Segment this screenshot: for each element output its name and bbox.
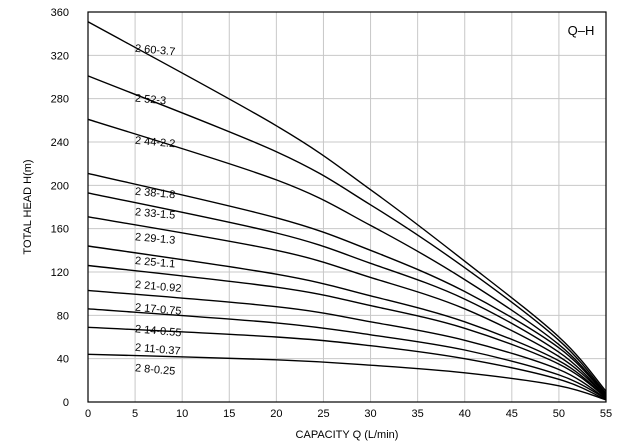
x-tick-label: 35	[412, 408, 424, 420]
curve-2-60-3.7	[87, 21, 607, 392]
curve-label: 2 11-0.37	[134, 342, 181, 358]
curves	[87, 21, 607, 401]
plot-frame	[87, 11, 607, 403]
curve-label: 2 38-1.8	[134, 186, 175, 201]
curve-label: 2 52-3	[134, 93, 166, 108]
y-axis-label: TOTAL HEAD H(m)	[22, 159, 34, 254]
y-tick-label: 40	[57, 354, 69, 366]
chart-badge: Q–H	[568, 23, 595, 38]
y-tick-label: 320	[51, 50, 69, 62]
y-tick-labels: 0 40 80 120 160 200 240 280 320 360	[51, 7, 69, 409]
x-tick-labels: 0 5 10 15 20 25 30 35 40 45 50 55	[85, 408, 612, 420]
curve-label: 2 33-1.5	[134, 206, 175, 221]
curve-label: 2 25-1.1	[134, 255, 175, 270]
x-tick-label: 30	[364, 408, 376, 420]
curve-label: 2 21-0.92	[134, 279, 181, 295]
curve-label: 2 8-0.25	[134, 362, 175, 377]
curve-2-33-1.5	[87, 192, 607, 398]
curve-2-29-1.3	[87, 216, 607, 398]
x-tick-label: 15	[223, 408, 235, 420]
x-tick-label: 0	[85, 408, 91, 420]
curve-2-21-0.92	[87, 264, 607, 399]
curve-2-52-3	[87, 75, 607, 394]
y-tick-label: 120	[51, 267, 69, 279]
x-tick-label: 45	[506, 408, 518, 420]
curve-2-8-0.25	[87, 353, 607, 401]
y-tick-label: 160	[51, 224, 69, 236]
y-tick-label: 80	[57, 310, 69, 322]
curve-2-14-0.55	[87, 308, 607, 400]
curve-2-44-2.2	[87, 118, 607, 395]
x-tick-label: 20	[270, 408, 282, 420]
x-tick-label: 40	[459, 408, 471, 420]
y-tick-label: 0	[63, 397, 69, 409]
curve-2-17-0.75	[87, 289, 607, 400]
curve-labels: 2 60-3.7 2 52-3 2 44-2.2 2 38-1.8 2 33-1.5 2 …	[134, 43, 181, 378]
y-tick-label: 360	[51, 7, 69, 19]
curve-2-11-0.37	[87, 326, 607, 401]
x-tick-label: 10	[176, 408, 188, 420]
x-tick-label: 55	[600, 408, 612, 420]
x-tick-label: 5	[132, 408, 138, 420]
curve-label: 2 44-2.2	[134, 135, 175, 150]
y-tick-label: 240	[51, 137, 69, 149]
curve-label: 2 17-0.75	[134, 302, 181, 318]
y-tick-label: 280	[51, 94, 69, 106]
curve-label: 2 14-0.55	[134, 323, 181, 339]
curve-2-25-1.1	[87, 245, 607, 399]
curve-label: 2 29-1.3	[134, 231, 175, 246]
curve-2-38-1.8	[87, 172, 607, 396]
x-axis-label: CAPACITY Q (L/min)	[296, 429, 399, 441]
curve-label: 2 60-3.7	[134, 43, 175, 58]
x-tick-label: 50	[553, 408, 565, 420]
x-tick-label: 25	[317, 408, 329, 420]
y-tick-label: 200	[51, 180, 69, 192]
